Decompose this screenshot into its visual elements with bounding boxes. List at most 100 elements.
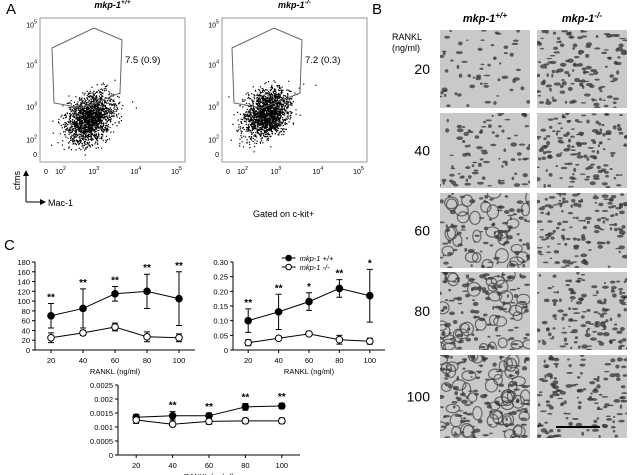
event-dot bbox=[247, 124, 249, 126]
event-dot bbox=[275, 128, 277, 130]
event-dot bbox=[89, 115, 91, 117]
event-dot bbox=[87, 122, 89, 124]
event-dot bbox=[101, 129, 103, 131]
row-label: 80 bbox=[414, 303, 430, 319]
cell bbox=[524, 125, 530, 128]
event-dot bbox=[263, 119, 265, 122]
event-dot bbox=[275, 105, 278, 107]
event-dot bbox=[283, 95, 285, 97]
event-dot bbox=[251, 99, 253, 101]
event-dot bbox=[99, 102, 101, 104]
event-dot bbox=[256, 114, 258, 116]
event-dot bbox=[110, 131, 112, 133]
event-dot bbox=[253, 121, 255, 123]
y-tick-label: 104 bbox=[26, 60, 37, 70]
event-dot bbox=[135, 107, 137, 109]
event-dot bbox=[98, 108, 100, 110]
cell bbox=[555, 389, 561, 392]
event-dot bbox=[101, 96, 103, 98]
cell bbox=[586, 119, 590, 124]
event-dot bbox=[272, 108, 274, 110]
event-dot bbox=[265, 115, 267, 117]
event-dot bbox=[101, 120, 103, 122]
event-dot bbox=[102, 110, 105, 112]
cell bbox=[485, 119, 492, 122]
event-dot bbox=[79, 136, 81, 138]
event-dot bbox=[263, 113, 265, 115]
event-dot bbox=[91, 121, 93, 123]
event-dot bbox=[76, 107, 78, 109]
event-dot bbox=[97, 103, 99, 105]
event-dot bbox=[252, 140, 254, 142]
event-dot bbox=[94, 113, 96, 115]
cell bbox=[466, 281, 482, 297]
event-dot bbox=[281, 105, 283, 107]
micrograph bbox=[537, 193, 627, 268]
event-dot bbox=[76, 120, 78, 122]
cell bbox=[562, 259, 569, 264]
event-dot bbox=[271, 84, 273, 86]
event-dot bbox=[99, 119, 101, 121]
cell bbox=[496, 209, 503, 212]
cell bbox=[458, 414, 463, 417]
cell bbox=[497, 78, 501, 82]
event-dot bbox=[67, 142, 70, 144]
event-dot bbox=[246, 119, 248, 121]
event-dot bbox=[78, 98, 80, 100]
event-dot bbox=[264, 108, 266, 110]
cell bbox=[598, 312, 601, 315]
event-dot bbox=[263, 116, 266, 118]
cell bbox=[582, 225, 588, 230]
cell bbox=[603, 113, 610, 116]
x-tick-label-sup: 4 bbox=[320, 166, 323, 172]
event-dot bbox=[84, 127, 86, 129]
gate bbox=[231, 27, 303, 109]
event-dot bbox=[116, 114, 118, 117]
cell bbox=[461, 125, 466, 128]
event-dot bbox=[79, 126, 81, 128]
event-dot bbox=[264, 124, 266, 127]
event-dot bbox=[85, 126, 87, 128]
cell bbox=[564, 71, 570, 75]
event-dot bbox=[81, 130, 83, 132]
cell bbox=[550, 60, 557, 65]
cell bbox=[593, 102, 600, 107]
event-dot bbox=[74, 135, 76, 137]
event-dot bbox=[89, 92, 91, 94]
event-dot bbox=[279, 99, 281, 101]
micrograph bbox=[440, 355, 530, 438]
cell bbox=[553, 302, 557, 306]
event-dot bbox=[277, 106, 279, 108]
event-dot bbox=[100, 114, 102, 116]
x-tick-label: 105 bbox=[353, 166, 364, 176]
event-dot bbox=[89, 109, 91, 111]
event-dot bbox=[274, 112, 276, 114]
cell bbox=[569, 296, 576, 300]
cell bbox=[440, 337, 444, 340]
event-dot bbox=[262, 99, 264, 101]
cell bbox=[477, 47, 483, 52]
cell bbox=[457, 172, 461, 175]
event-dot bbox=[76, 124, 78, 126]
event-dot bbox=[81, 111, 83, 113]
cell bbox=[449, 154, 454, 157]
event-dot bbox=[243, 128, 245, 130]
event-dot bbox=[269, 95, 272, 98]
cell bbox=[512, 78, 516, 84]
event-dot bbox=[98, 116, 100, 118]
event-dot bbox=[87, 135, 90, 137]
event-dot bbox=[113, 101, 115, 103]
event-dot bbox=[255, 128, 257, 130]
cell bbox=[551, 96, 555, 100]
event-dot bbox=[107, 98, 109, 100]
event-dot bbox=[273, 100, 275, 102]
cell bbox=[585, 65, 592, 70]
event-dot bbox=[255, 116, 257, 118]
cell bbox=[507, 225, 513, 230]
cell bbox=[598, 122, 602, 126]
cell bbox=[520, 407, 528, 410]
cell bbox=[580, 259, 588, 265]
event-dot bbox=[65, 129, 67, 131]
event-dot bbox=[84, 136, 86, 138]
event-dot bbox=[89, 138, 91, 140]
